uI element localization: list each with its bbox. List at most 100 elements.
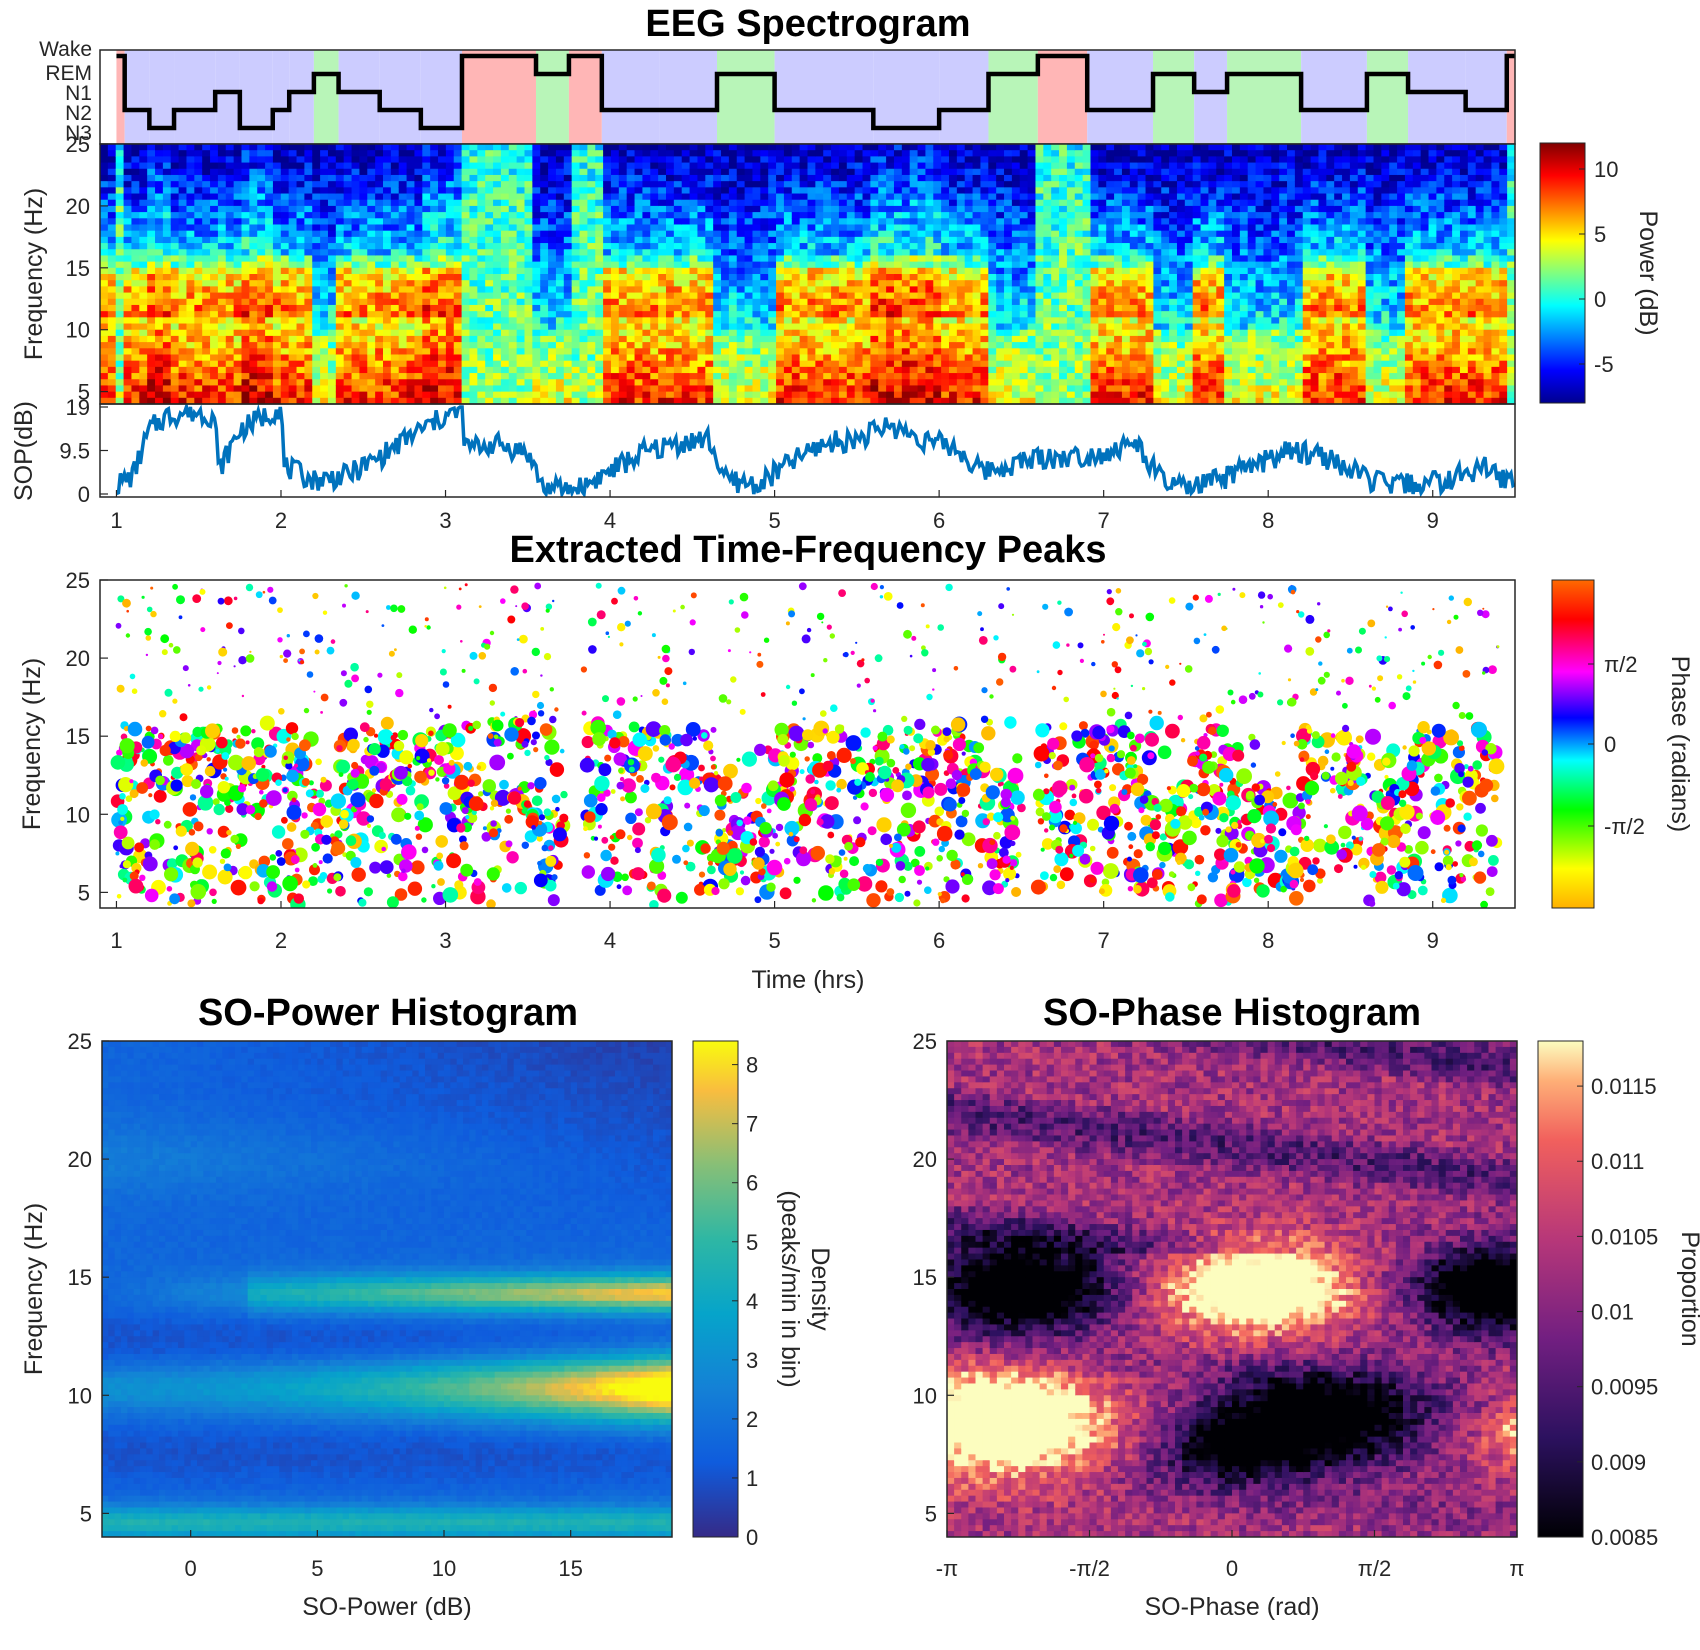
spectrogram-cell <box>178 187 188 195</box>
spectrogram-cell <box>610 243 620 250</box>
spectrogram-cell <box>445 292 455 300</box>
spectrogram-cell <box>516 162 526 170</box>
spectrogram-cell <box>823 397 832 404</box>
spectrogram-cell <box>548 354 557 362</box>
spectrogram-cell <box>579 187 588 195</box>
spectrogram-cell <box>469 205 478 213</box>
spectrogram-cell <box>610 236 620 244</box>
spectrogram-cell <box>744 243 754 250</box>
spectrogram-cell <box>658 181 667 188</box>
spectrogram-cell <box>406 267 416 275</box>
spectrogram-cell <box>461 205 471 213</box>
spectrogram-cell <box>170 261 180 269</box>
spectrogram-cell <box>893 323 903 331</box>
spectrogram-cell <box>241 156 250 164</box>
spectrogram-cell <box>752 156 761 164</box>
spectrogram-cell <box>445 397 455 404</box>
spectrogram-cell <box>210 360 219 368</box>
spectrogram-cell <box>461 304 471 312</box>
spectrogram-cell <box>265 298 274 306</box>
spectrogram-cell <box>288 292 298 300</box>
spectrogram-cell <box>383 205 392 213</box>
spectrogram-cell <box>430 385 439 393</box>
spectrogram-cell <box>988 304 997 312</box>
spectrogram-cell <box>862 199 871 207</box>
spectrogram-cell <box>697 360 706 368</box>
spectrogram-cell <box>115 342 125 349</box>
spectrogram-cell <box>320 354 329 362</box>
spectrogram-cell <box>831 218 840 226</box>
spectrogram-cell <box>115 212 125 219</box>
spectrogram-cell <box>980 397 989 404</box>
spectrogram-cell <box>155 205 164 213</box>
spectrogram-cell <box>886 385 895 393</box>
spectrogram-cell <box>147 280 156 287</box>
spectrogram-cell <box>893 199 903 207</box>
spectrogram-cell <box>697 156 706 164</box>
spectrogram-cell <box>595 274 604 281</box>
spectrogram-cell <box>610 267 620 275</box>
spectrogram-cell <box>838 187 848 195</box>
spectrogram-cell <box>414 342 423 349</box>
spectrogram-cell <box>815 212 824 219</box>
spectrogram-cell <box>642 342 651 349</box>
spectrogram-cell <box>335 267 345 275</box>
spectrogram-cell <box>1019 156 1029 164</box>
spectrogram-cell <box>540 397 549 404</box>
spectrogram-cell <box>783 243 793 250</box>
spectrogram-cell <box>634 298 644 306</box>
spectrogram-cell <box>532 236 541 244</box>
spectrogram-cell <box>776 304 785 312</box>
spectrogram-cell <box>139 193 148 201</box>
spectrogram-cell <box>406 193 416 201</box>
spectrogram-cell <box>1004 212 1013 219</box>
spectrogram-cell <box>257 304 266 312</box>
spectrogram-cell <box>744 267 754 275</box>
spectrogram-cell <box>398 267 408 275</box>
spectrogram-cell <box>516 391 526 399</box>
spectrogram-cell <box>320 304 329 312</box>
spectrogram-cell <box>257 205 266 213</box>
spectrogram-cell <box>508 199 518 207</box>
spectrogram-cell <box>658 391 667 399</box>
spectrogram-cell <box>225 280 235 287</box>
spectrogram-cell <box>603 230 612 238</box>
spectrogram-cell <box>941 311 950 318</box>
spectrogram-cell <box>768 156 777 164</box>
spectrogram-cell <box>241 385 250 393</box>
spectrogram-cell <box>744 366 754 374</box>
spectrogram-cell <box>178 174 188 182</box>
spectrogram-cell <box>807 280 816 287</box>
spectrogram-cell <box>406 181 416 188</box>
spectrogram-cell <box>744 162 754 170</box>
spectrogram-cell <box>453 205 463 213</box>
spectrogram-cell <box>524 304 533 312</box>
spectrogram-cell <box>233 267 243 275</box>
spectrogram-cell <box>516 255 526 263</box>
spectrogram-cell <box>988 311 997 318</box>
spectrogram-cell <box>783 329 793 337</box>
spectrogram-cell <box>320 335 329 343</box>
spectrogram-cell <box>406 354 416 362</box>
spectrogram-cell <box>272 224 282 232</box>
spectrogram-cell <box>760 323 769 331</box>
spectrogram-cell <box>162 360 172 368</box>
spectrogram-cell <box>893 193 903 201</box>
spectrogram-cell <box>721 348 730 356</box>
spectrogram-cell <box>823 360 832 368</box>
spectrogram-cell <box>697 329 706 337</box>
spectrogram-cell <box>768 181 777 188</box>
spectrogram-cell <box>367 286 376 294</box>
spectrogram-cell <box>532 212 541 219</box>
spectrogram-cell <box>791 292 801 300</box>
spectrogram-cell <box>689 181 699 188</box>
spectrogram-cell <box>760 236 769 244</box>
spectrogram-cell <box>272 218 282 226</box>
spectrogram-cell <box>909 360 919 368</box>
spectrogram-cell <box>186 224 195 232</box>
spectrogram-cell <box>815 280 824 287</box>
spectrogram-cell <box>485 397 494 404</box>
spectrogram-cell <box>265 292 274 300</box>
spectrogram-cell <box>838 205 848 213</box>
